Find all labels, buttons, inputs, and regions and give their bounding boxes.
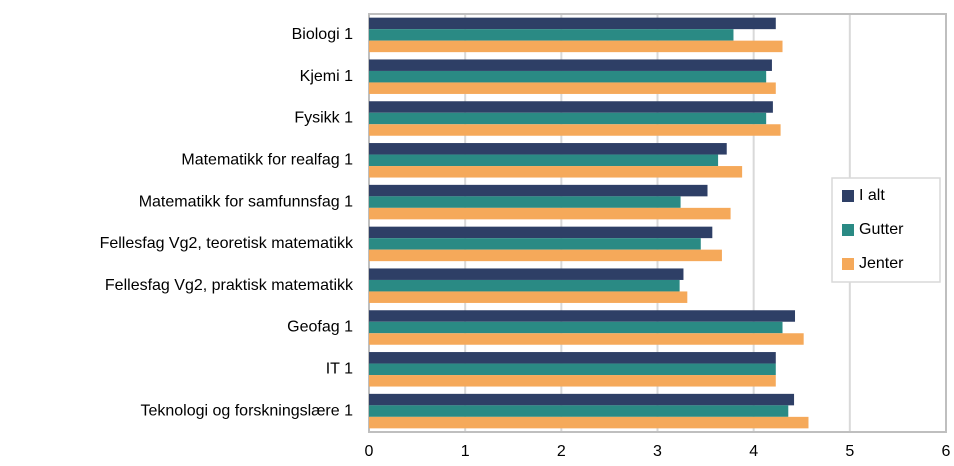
y-tick-label: Fellesfag Vg2, teoretisk matematikk	[100, 235, 354, 252]
x-tick-label: 3	[653, 443, 662, 460]
x-tick-label: 5	[845, 443, 854, 460]
bar	[369, 375, 776, 387]
y-tick-label: Kjemi 1	[300, 68, 353, 85]
bar	[369, 59, 772, 71]
bar	[369, 207, 731, 220]
legend-label: I alt	[859, 187, 885, 204]
bar	[369, 310, 796, 322]
bar	[369, 238, 701, 250]
bar	[369, 112, 767, 125]
bar	[369, 184, 708, 197]
bar	[369, 143, 727, 155]
y-tick-label: Fysikk 1	[294, 110, 353, 127]
bar	[369, 249, 722, 262]
x-tick-label: 4	[749, 443, 758, 460]
bar	[369, 101, 773, 113]
x-tick-label: 6	[942, 443, 951, 460]
bar	[369, 196, 681, 208]
bar	[369, 333, 804, 345]
bar	[369, 268, 684, 280]
bar	[369, 40, 783, 53]
y-tick-label: Fellesfag Vg2, praktisk matematikk	[105, 277, 354, 294]
bar	[369, 416, 809, 429]
bar	[369, 363, 776, 376]
bar	[369, 70, 767, 83]
legend-swatch	[842, 190, 854, 202]
bar	[369, 124, 781, 136]
bar	[369, 166, 743, 178]
bar	[369, 17, 776, 30]
legend-swatch	[842, 224, 854, 236]
bar	[369, 393, 795, 406]
y-tick-label: Geofag 1	[287, 319, 353, 336]
bar	[369, 279, 680, 292]
x-tick-label: 2	[557, 443, 566, 460]
y-tick-label: Matematikk for realfag 1	[181, 152, 353, 169]
bar	[369, 291, 688, 303]
x-tick-label: 1	[461, 443, 470, 460]
x-tick-label: 0	[365, 443, 374, 460]
legend-swatch	[842, 258, 854, 270]
y-tick-label: Matematikk for samfunnsfag 1	[139, 193, 353, 210]
bar	[369, 82, 776, 94]
bar	[369, 29, 734, 41]
legend-label: Gutter	[859, 221, 904, 238]
bar	[369, 154, 719, 167]
y-tick-label: Teknologi og forskningslære 1	[140, 402, 353, 419]
bar	[369, 352, 776, 364]
bar	[369, 321, 783, 334]
y-tick-label: IT 1	[326, 361, 353, 378]
bar	[369, 226, 713, 239]
y-tick-label: Biologi 1	[292, 26, 353, 43]
bar	[369, 405, 789, 417]
legend-label: Jenter	[859, 255, 904, 272]
plot-border	[368, 13, 947, 433]
